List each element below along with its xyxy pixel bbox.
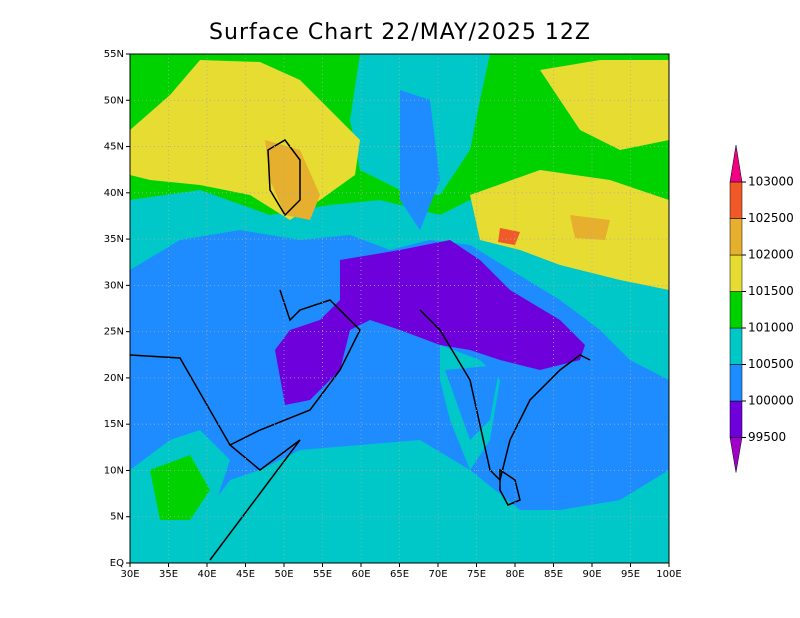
coastline-arabia xyxy=(130,289,361,446)
colorbar-swatch xyxy=(729,364,743,402)
lon-tick-label: 60E xyxy=(351,569,370,580)
field-red-spot xyxy=(498,228,520,245)
axes: 30E 35E 40E 45E 50E 55E 60E 65E 70E 75E 80E 85E 90E 9… xyxy=(104,49,682,580)
field-purple-heat-low xyxy=(275,240,585,405)
colorbar-label: 99500 xyxy=(748,430,786,444)
lon-tick-label: 45E xyxy=(236,569,255,580)
lat-tick-label: 15N xyxy=(104,419,124,430)
field-yellow-mongolia xyxy=(540,60,669,150)
field-blue-strip xyxy=(400,90,440,230)
field-green-ethiopia xyxy=(150,455,210,520)
colorbar-label: 103000 xyxy=(748,175,794,189)
lon-tick-label: 85E xyxy=(544,569,563,580)
lat-tick-label: 45N xyxy=(104,142,124,153)
colorbar-label: 101000 xyxy=(748,321,794,335)
chart-title: Surface Chart 22/MAY/2025 12Z xyxy=(209,20,591,45)
lon-tick-label: 65E xyxy=(390,569,409,580)
colorbar-label: 102000 xyxy=(748,248,794,262)
field-orange-caspian xyxy=(265,140,320,220)
field-blue-deccan xyxy=(445,365,500,440)
coastline-srilanka xyxy=(499,468,521,506)
lat-tick-label: 25N xyxy=(104,327,124,338)
lat-tick-label: 55N xyxy=(104,49,124,60)
colorbar: 99500 100000 100500 101000 101500 102000 10250… xyxy=(729,144,794,473)
lon-tick-label: 95E xyxy=(621,569,640,580)
lon-tick-label: 90E xyxy=(582,569,601,580)
lon-tick-label: 50E xyxy=(274,569,293,580)
colorbar-label: 102500 xyxy=(748,211,794,225)
lat-tick-label: 40N xyxy=(104,188,124,199)
lat-tick-label: 20N xyxy=(104,373,124,384)
colorbar-swatch xyxy=(729,181,743,219)
lat-tick-label: 50N xyxy=(104,95,124,106)
lon-tick-label: 55E xyxy=(313,569,332,580)
lon-tick-label: 75E xyxy=(467,569,486,580)
colorbar-label: 100500 xyxy=(748,357,794,371)
field-orange-tibet xyxy=(570,215,610,240)
lon-tick-label: 100E xyxy=(656,569,681,580)
lat-tick-label: 10N xyxy=(104,465,124,476)
lon-tick-label: 35E xyxy=(159,569,178,580)
colorbar-swatch xyxy=(729,327,743,365)
field-yellow-tibet xyxy=(470,170,669,290)
colorbar-swatch xyxy=(729,291,743,329)
lat-tick-label: EQ xyxy=(110,558,124,569)
colorbar-swatch xyxy=(729,400,743,438)
field-green-patch xyxy=(490,80,560,130)
lon-tick-label: 40E xyxy=(197,569,216,580)
colorbar-triangle xyxy=(729,437,743,473)
lon-tick-label: 80E xyxy=(505,569,524,580)
coastline-somalia xyxy=(209,439,301,561)
colorbar-label: 100000 xyxy=(748,394,794,408)
lat-tick-label: 5N xyxy=(110,512,124,523)
colorbar-label: 101500 xyxy=(748,284,794,298)
graticule xyxy=(130,54,669,563)
coastline-caspian xyxy=(267,139,301,217)
colorbar-swatch xyxy=(729,254,743,292)
colorbar-swatch xyxy=(729,218,743,256)
lat-tick-label: 35N xyxy=(104,234,124,245)
coastlines xyxy=(130,139,591,561)
colorbar-triangle xyxy=(729,144,743,183)
lon-tick-label: 70E xyxy=(428,569,447,580)
lon-tick-label: 30E xyxy=(120,569,139,580)
lat-tick-label: 30N xyxy=(104,280,124,291)
